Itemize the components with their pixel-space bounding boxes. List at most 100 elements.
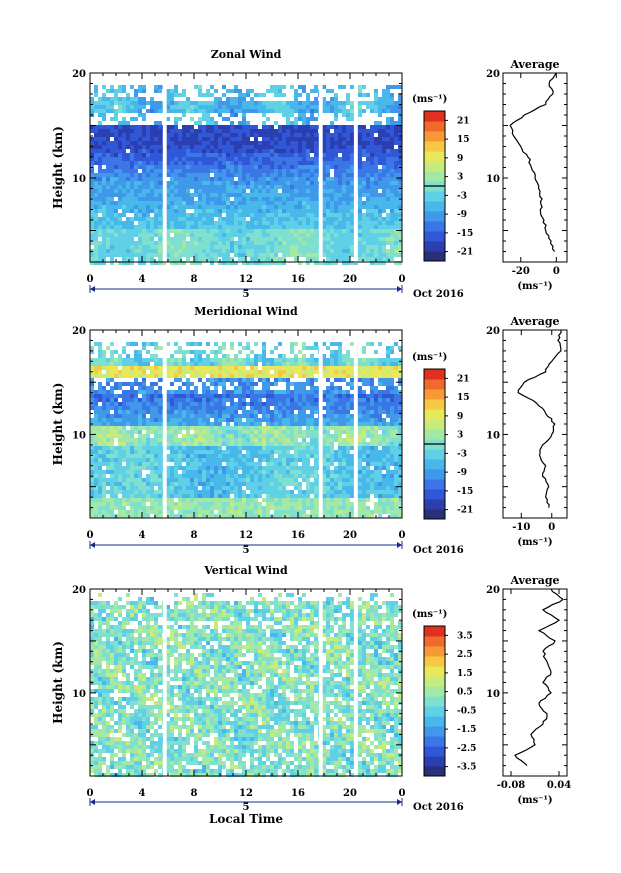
heatmap-cell (314, 165, 318, 169)
heatmap-cell (210, 245, 214, 249)
heatmap-cell (302, 237, 306, 241)
heatmap-cell (246, 378, 250, 382)
heatmap-cell (262, 213, 266, 217)
heatmap-cell (134, 145, 138, 149)
heatmap-cell (362, 233, 366, 237)
heatmap-cell (210, 438, 214, 442)
heatmap-cell (258, 185, 262, 189)
heatmap-cell (334, 438, 338, 442)
heatmap-cell (126, 221, 130, 225)
heatmap-cell (290, 189, 294, 193)
heatmap-cell (246, 133, 250, 137)
heatmap-cell (390, 169, 394, 173)
heatmap-cell (382, 245, 386, 249)
heatmap-cell (226, 205, 230, 209)
heatmap-cell (322, 181, 326, 185)
heatmap-cell (362, 225, 366, 229)
heatmap-cell (250, 374, 254, 378)
heatmap-cell (214, 402, 218, 406)
heatmap-cell (338, 189, 342, 193)
heatmap-cell (390, 430, 394, 434)
heatmap-cell (154, 430, 158, 434)
heatmap-cell (390, 149, 394, 153)
heatmap-cell (250, 434, 254, 438)
heatmap-cell (94, 438, 98, 442)
heatmap-cell (130, 229, 134, 233)
heatmap-cell (358, 221, 362, 225)
heatmap-cell (346, 394, 350, 398)
heatmap-cell (194, 109, 198, 113)
heatmap-cell (118, 217, 122, 221)
heatmap-cell (322, 133, 326, 137)
heatmap-cell (178, 109, 182, 113)
heatmap-cell (350, 249, 354, 253)
heatmap-cell (102, 350, 106, 354)
heatmap-cell (394, 374, 398, 378)
heatmap-cell (122, 213, 126, 217)
heatmap-cell (206, 129, 210, 133)
heatmap-cell (90, 261, 94, 265)
heatmap-cell (90, 153, 94, 157)
heatmap-cell (274, 145, 278, 149)
heatmap-cell (322, 173, 326, 177)
heatmap-cell (254, 402, 258, 406)
colorbar-segment (424, 141, 445, 152)
heatmap-cell (242, 93, 246, 97)
heatmap-cell (154, 402, 158, 406)
heatmap-cell (302, 382, 306, 386)
heatmap-cell (386, 217, 390, 221)
heatmap-cell (274, 261, 278, 265)
heatmap-cell (350, 229, 354, 233)
heatmap-cell (110, 161, 114, 165)
heatmap-cell (222, 101, 226, 105)
heatmap-cell (398, 101, 402, 105)
heatmap-cell (338, 406, 342, 410)
heatmap-cell (374, 426, 378, 430)
heatmap-cell (158, 394, 162, 398)
heatmap-cell (102, 97, 106, 101)
heatmap-cell (218, 358, 222, 362)
heatmap-cell (114, 165, 118, 169)
heatmap-cell (390, 366, 394, 370)
heatmap-cell (274, 245, 278, 249)
heatmap-cell (118, 354, 122, 358)
heatmap-cell (246, 221, 250, 225)
heatmap-cell (190, 197, 194, 201)
heatmap-cell (130, 217, 134, 221)
heatmap-cell (150, 422, 154, 426)
heatmap-cell (386, 169, 390, 173)
heatmap-cell (362, 169, 366, 173)
heatmap-cell (294, 137, 298, 141)
heatmap-cell (302, 370, 306, 374)
heatmap-cell (370, 241, 374, 245)
heatmap-cell (202, 241, 206, 245)
heatmap-cell (314, 133, 318, 137)
heatmap-cell (278, 185, 282, 189)
heatmap-cell (202, 113, 206, 117)
heatmap-cell (326, 225, 330, 229)
heatmap-cell (290, 342, 294, 346)
heatmap-cell (190, 149, 194, 153)
heatmap-cell (386, 109, 390, 113)
heatmap-cell (218, 418, 222, 422)
heatmap-cell (366, 225, 370, 229)
heatmap-cell (150, 225, 154, 229)
heatmap-cell (310, 109, 314, 113)
heatmap-cell (370, 257, 374, 261)
heatmap-cell (334, 245, 338, 249)
heatmap-cell (238, 201, 242, 205)
heatmap-cell (346, 382, 350, 386)
heatmap-cell (178, 169, 182, 173)
heatmap-cell (258, 193, 262, 197)
heatmap-cell (134, 169, 138, 173)
heatmap-cell (394, 422, 398, 426)
heatmap-cell (302, 89, 306, 93)
heatmap-cell (282, 185, 286, 189)
heatmap-cell (326, 362, 330, 366)
heatmap-cell (170, 261, 174, 265)
heatmap-cell (390, 97, 394, 101)
heatmap-cell (138, 422, 142, 426)
heatmap-cell (258, 410, 262, 414)
heatmap-cell (390, 237, 394, 241)
heatmap-cell (342, 185, 346, 189)
